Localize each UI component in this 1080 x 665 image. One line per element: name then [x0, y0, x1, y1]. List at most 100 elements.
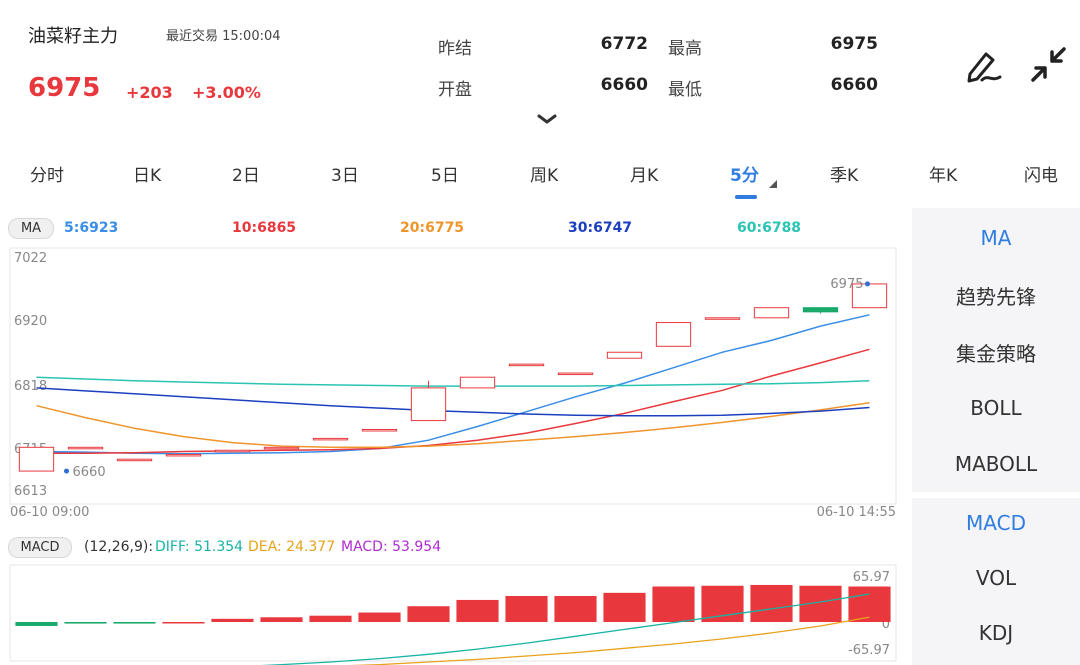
- trade-status: 最近交易 15:00:04: [166, 29, 281, 44]
- macd-bar: [309, 615, 352, 622]
- ma-line-ma5: [36, 314, 870, 455]
- tab-5min[interactable]: 5分: [730, 166, 759, 186]
- price-tick-2: 6818: [14, 379, 47, 394]
- pen-icon[interactable]: [962, 44, 1004, 86]
- tab-monthly[interactable]: 月K: [630, 166, 659, 186]
- candle-body: [606, 351, 643, 359]
- indicator-maboll[interactable]: MABOLL: [954, 452, 1038, 476]
- stat-label-prev-settle: 昨结: [438, 39, 472, 59]
- macd-bar: [603, 592, 646, 622]
- macd-bar: [162, 622, 205, 624]
- ma-lines: [36, 314, 870, 455]
- macd-bar: [358, 612, 401, 622]
- tab-5day[interactable]: 5日: [431, 166, 459, 186]
- macd-dea-value: DEA: 24.377: [248, 539, 336, 555]
- candle-body: [655, 322, 692, 347]
- macd-bars: [15, 584, 891, 626]
- candle-body: [753, 307, 790, 319]
- indicator-kdj[interactable]: KDJ: [978, 621, 1014, 645]
- candle-body: [67, 446, 104, 450]
- macd-bar: [64, 622, 107, 624]
- indicator-panel: MA 趋势先锋 集金策略 BOLL MABOLL MACD VOL KDJ: [912, 208, 1080, 665]
- indicator-boll[interactable]: BOLL: [970, 396, 1022, 420]
- candle-body: [214, 449, 251, 453]
- candle-body: [165, 453, 202, 457]
- candle-body: [459, 376, 496, 389]
- ma-indicator-pill[interactable]: MA: [8, 218, 54, 239]
- ma-line-ma30: [36, 387, 870, 417]
- indicator-trend-pioneer[interactable]: 趋势先锋: [956, 285, 1036, 309]
- ma20-value: 20:6775: [400, 220, 465, 236]
- macd-macd-value: MACD: 53.954: [341, 539, 442, 555]
- stat-value-high: 6975: [830, 34, 878, 54]
- candle-body: [557, 372, 594, 376]
- ma5-value: 5:6923: [64, 220, 119, 236]
- low-price-label: 6660: [73, 465, 106, 480]
- ma-line-ma10: [36, 348, 870, 455]
- shrink-arrows-icon[interactable]: [1028, 44, 1070, 86]
- macd-lines: [260, 593, 870, 665]
- instrument-name[interactable]: 油菜籽主力: [28, 26, 118, 47]
- high-point-marker: [865, 281, 870, 287]
- tab-quarterly[interactable]: 季K: [830, 166, 859, 186]
- tab-timeshare[interactable]: 分时: [30, 166, 64, 186]
- chevron-down-icon[interactable]: [536, 112, 558, 126]
- macd-bar: [701, 585, 744, 622]
- ma-line-ma60: [36, 376, 870, 387]
- macd-bar: [15, 622, 58, 626]
- price-chart[interactable]: 7022 6920 6818 6715 6613 06-10 09:00 06-…: [0, 208, 910, 665]
- macd-bar: [750, 584, 793, 622]
- macd-params: (12,26,9):: [84, 539, 154, 555]
- macd-bar: [505, 595, 548, 622]
- macd-axis-top: 65.97: [853, 570, 890, 585]
- tab-2day[interactable]: 2日: [232, 166, 260, 186]
- price-annotations: 6975 6660: [64, 277, 870, 480]
- stat-value-open: 6660: [600, 75, 648, 95]
- macd-dea-line: [349, 616, 870, 665]
- period-tabs: 分时 日K 2日 3日 5日 周K 月K 5分 季K 年K 闪电: [0, 155, 1080, 207]
- tab-3day[interactable]: 3日: [331, 166, 359, 186]
- tab-daily[interactable]: 日K: [133, 166, 162, 186]
- candle-body: [704, 317, 741, 320]
- indicator-fund-strategy[interactable]: 集金策略: [956, 342, 1036, 366]
- high-price-label: 6975: [830, 277, 863, 292]
- macd-bar: [456, 599, 499, 622]
- macd-axis-bottom: -65.97: [848, 643, 890, 658]
- price-chart-frame: [9, 247, 897, 505]
- panel-divider: [912, 492, 1080, 498]
- macd-diff-line: [260, 593, 870, 665]
- time-end: 06-10 14:55: [817, 505, 896, 520]
- tab-yearly[interactable]: 年K: [929, 166, 958, 186]
- price-change: +203: [126, 83, 173, 102]
- time-start: 06-10 09:00: [10, 505, 89, 520]
- indicator-vol[interactable]: VOL: [975, 566, 1017, 590]
- candle-body: [802, 307, 839, 313]
- candle-body: [508, 363, 545, 367]
- candle-body: [312, 437, 349, 441]
- price-tick-4: 6613: [14, 484, 47, 499]
- macd-diff-value: DIFF: 51.354: [155, 539, 244, 555]
- macd-bar: [652, 586, 695, 622]
- indicator-ma[interactable]: MA: [980, 226, 1012, 250]
- stat-value-prev-settle: 6772: [600, 34, 648, 54]
- stat-label-high: 最高: [668, 39, 702, 59]
- ma-line-ma20: [36, 402, 870, 449]
- candle-body: [263, 446, 300, 450]
- candles: [18, 283, 888, 472]
- price-change-pct: +3.00%: [192, 83, 261, 102]
- candle-body: [116, 458, 153, 462]
- tab-lightning[interactable]: 闪电: [1024, 166, 1058, 186]
- stat-value-low: 6660: [830, 75, 878, 95]
- stat-label-open: 开盘: [438, 80, 472, 100]
- candle-body: [361, 428, 398, 432]
- macd-bar: [848, 586, 891, 622]
- candle-body: [18, 446, 55, 472]
- active-tab-indicator: [735, 195, 757, 199]
- macd-bar: [260, 617, 303, 622]
- macd-bar: [113, 622, 156, 624]
- indicator-macd[interactable]: MACD: [966, 511, 1026, 535]
- tab-weekly[interactable]: 周K: [530, 166, 559, 186]
- chart-area: MA 5:6923 10:6865 20:6775 30:6747 60:678…: [0, 208, 910, 665]
- candle-body: [410, 387, 447, 422]
- macd-indicator-pill[interactable]: MACD: [8, 537, 72, 558]
